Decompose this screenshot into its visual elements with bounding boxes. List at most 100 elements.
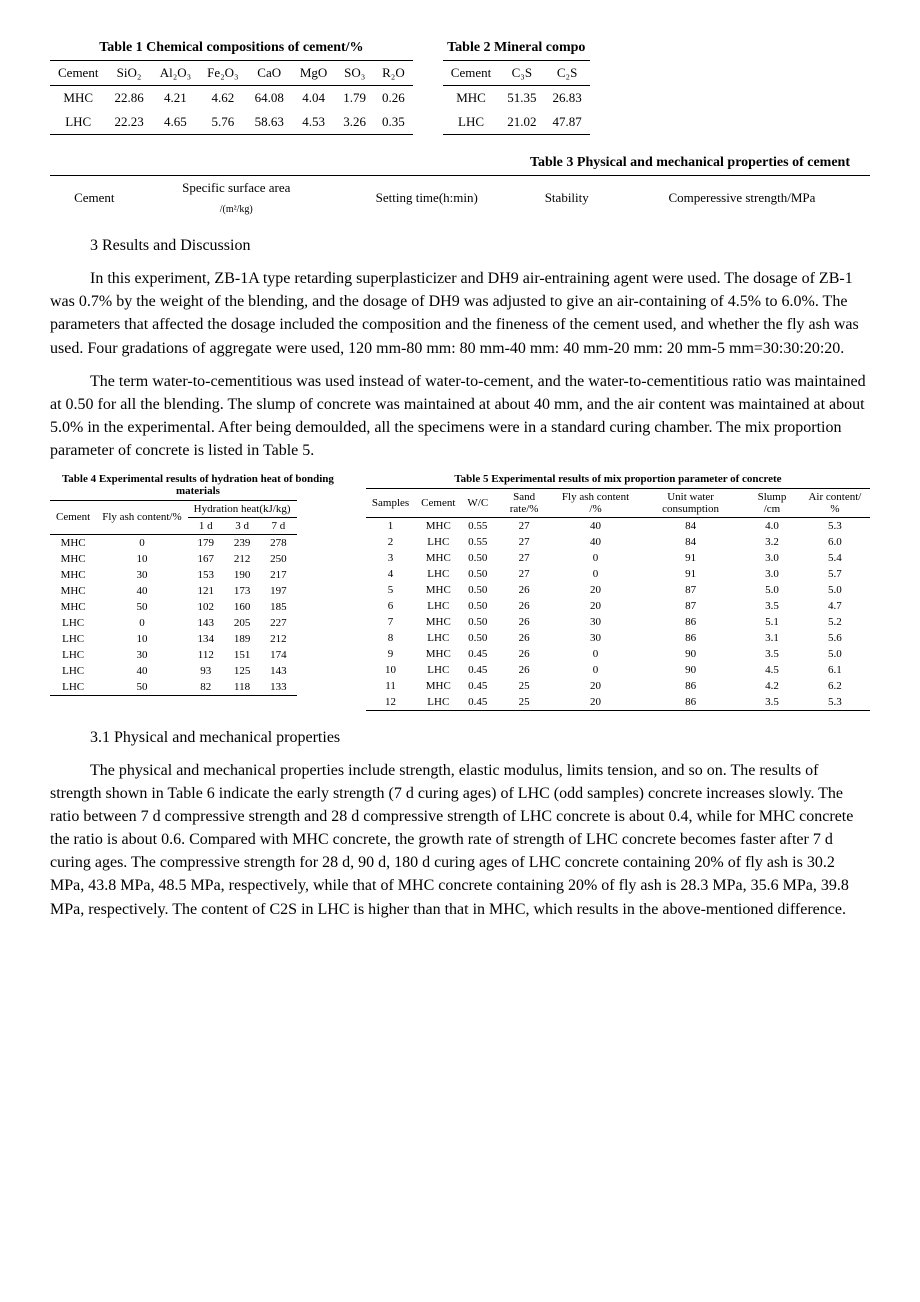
- table-cell: 7: [366, 614, 415, 630]
- table-row: MHC10167212250: [50, 551, 297, 567]
- table4-body: MHC0179239278MHC10167212250MHC3015319021…: [50, 534, 297, 695]
- table-cell: 0: [554, 662, 637, 678]
- table-cell: 160: [224, 599, 260, 615]
- table-cell: MHC: [415, 550, 461, 566]
- section31-p1: The physical and mechanical properties i…: [50, 759, 870, 921]
- table-cell: 3.5: [744, 598, 800, 614]
- table1-h6: SO₃: [335, 61, 374, 86]
- table-cell: 5.0: [800, 646, 870, 662]
- table1: Cement SiO₂ Al₂O₃ Fe₂O₃ CaO MgO SO₃ R₂O …: [50, 60, 413, 135]
- table1-h7: R₂O: [374, 61, 413, 86]
- table-cell: MHC: [443, 86, 499, 111]
- table1-caption: Table 1 Chemical compositions of cement/…: [50, 40, 413, 56]
- table-cell: 86: [637, 614, 744, 630]
- table-cell: LHC: [415, 534, 461, 550]
- table-cell: 0.55: [461, 534, 494, 550]
- table-cell: 0.50: [461, 598, 494, 614]
- table-cell: 125: [224, 663, 260, 679]
- table-cell: 47.87: [544, 110, 589, 135]
- table3-wrap: Table 3 Physical and mechanical properti…: [50, 155, 870, 219]
- table2-h0: Cement: [443, 61, 499, 86]
- table-cell: 151: [224, 647, 260, 663]
- table-cell: 30: [96, 647, 187, 663]
- t4-h0: Cement: [50, 500, 96, 534]
- t3-h-cement: Cement: [50, 176, 139, 220]
- table-cell: 27: [494, 550, 554, 566]
- table-row: MHC51.3526.83: [443, 86, 590, 111]
- table-row: 8LHC0.502630863.15.6: [366, 630, 870, 646]
- t4-d0: 1 d: [188, 517, 224, 534]
- table-cell: LHC: [50, 679, 96, 696]
- table-cell: 1: [366, 517, 415, 534]
- table-cell: 197: [260, 583, 296, 599]
- table-row: 1MHC0.552740844.05.3: [366, 517, 870, 534]
- table-cell: 22.86: [106, 86, 151, 111]
- table-cell: 20: [554, 678, 637, 694]
- table-cell: 250: [260, 551, 296, 567]
- t3-h-comp: Comperessive strength/MPa: [614, 176, 870, 220]
- table-cell: 86: [637, 678, 744, 694]
- table-cell: 2: [366, 534, 415, 550]
- t4-d1: 3 d: [224, 517, 260, 534]
- table-cell: LHC: [50, 110, 106, 135]
- table-cell: 91: [637, 550, 744, 566]
- table-cell: 22.23: [106, 110, 151, 135]
- table4-wrap: Table 4 Experimental results of hydratio…: [50, 473, 346, 711]
- table-cell: 84: [637, 534, 744, 550]
- table-cell: 4.7: [800, 598, 870, 614]
- table-cell: 93: [188, 663, 224, 679]
- table-cell: 4: [366, 566, 415, 582]
- table-cell: 5: [366, 582, 415, 598]
- table-row: 7MHC0.502630865.15.2: [366, 614, 870, 630]
- table-cell: 1.79: [335, 86, 374, 111]
- table-cell: 26: [494, 582, 554, 598]
- table-cell: 50: [96, 599, 187, 615]
- table2: Cement C₃S C₂S MHC51.3526.83LHC21.0247.8…: [443, 60, 590, 135]
- table-cell: 134: [188, 631, 224, 647]
- t4-d2: 7 d: [260, 517, 296, 534]
- table-cell: 0: [554, 566, 637, 582]
- table-cell: 27: [494, 517, 554, 534]
- table-cell: 0.45: [461, 662, 494, 678]
- table-cell: LHC: [415, 598, 461, 614]
- table-cell: 50: [96, 679, 187, 696]
- table-cell: LHC: [415, 566, 461, 582]
- table-cell: 11: [366, 678, 415, 694]
- table-row: LHC4093125143: [50, 663, 297, 679]
- t3-h-ssa-unit: /(m²/kg): [139, 200, 334, 219]
- table-cell: 9: [366, 646, 415, 662]
- table-row: LHC21.0247.87: [443, 110, 590, 135]
- table-cell: 20: [554, 582, 637, 598]
- section3-p1: In this experiment, ZB-1A type retarding…: [50, 267, 870, 360]
- table1-body: MHC22.864.214.6264.084.041.790.26LHC22.2…: [50, 86, 413, 135]
- table-cell: 40: [554, 534, 637, 550]
- table4-caption: Table 4 Experimental results of hydratio…: [50, 473, 346, 497]
- table-cell: MHC: [415, 678, 461, 694]
- table-cell: 5.3: [800, 694, 870, 711]
- t3-h-setting: Setting time(h:min): [334, 176, 520, 220]
- table-cell: 3.0: [744, 550, 800, 566]
- tables-1-2-row: Table 1 Chemical compositions of cement/…: [50, 40, 870, 135]
- table-cell: 0.45: [461, 694, 494, 711]
- table-cell: LHC: [50, 615, 96, 631]
- table-cell: 143: [188, 615, 224, 631]
- table-cell: 227: [260, 615, 296, 631]
- table-row: 10LHC0.45260904.56.1: [366, 662, 870, 678]
- table-cell: 26: [494, 662, 554, 678]
- table-cell: 167: [188, 551, 224, 567]
- table-cell: MHC: [50, 567, 96, 583]
- table-cell: MHC: [50, 86, 106, 111]
- table-cell: LHC: [415, 630, 461, 646]
- t5-h7: Air content/ %: [800, 488, 870, 517]
- table-cell: 40: [554, 517, 637, 534]
- table-cell: 58.63: [247, 110, 292, 135]
- table-cell: 179: [188, 534, 224, 551]
- table-row: MHC40121173197: [50, 583, 297, 599]
- table-row: LHC30112151174: [50, 647, 297, 663]
- table-cell: 0.45: [461, 678, 494, 694]
- table-cell: 205: [224, 615, 260, 631]
- table-cell: 4.04: [292, 86, 335, 111]
- table-cell: 118: [224, 679, 260, 696]
- table-cell: 10: [366, 662, 415, 678]
- t5-h5: Unit water consumption: [637, 488, 744, 517]
